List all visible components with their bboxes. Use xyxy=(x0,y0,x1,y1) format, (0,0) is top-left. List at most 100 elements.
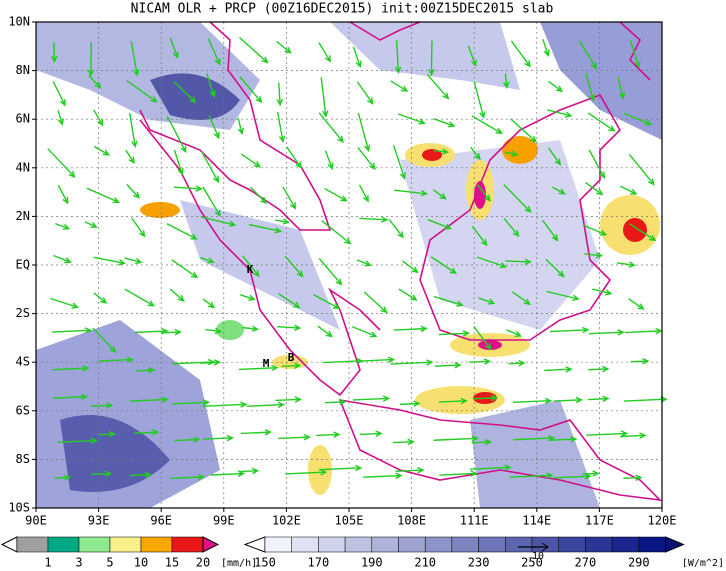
lon-label: 117E xyxy=(585,514,614,528)
wind-arrow xyxy=(509,472,554,479)
wind-arrow xyxy=(628,154,655,186)
wind-arrow xyxy=(469,358,492,365)
wind-arrow xyxy=(587,395,610,403)
wind-arrow xyxy=(402,260,419,274)
wind-arrow xyxy=(129,471,153,479)
wind-arrow xyxy=(126,184,141,199)
colorbar-label: 10 xyxy=(134,556,148,570)
wind-arrow xyxy=(278,293,301,309)
wind-arrow xyxy=(512,434,556,442)
colorbar-label: 15 xyxy=(165,556,179,570)
wind-arrow xyxy=(432,189,447,200)
wind-arrow xyxy=(241,325,260,332)
lon-label: 90E xyxy=(25,514,47,528)
colorbar-label: 210 xyxy=(414,556,436,570)
wind-arrow xyxy=(87,42,95,77)
colorbar-swatch xyxy=(109,536,142,553)
lon-label: 114E xyxy=(522,514,551,528)
wind-arrow xyxy=(325,398,347,406)
site-label: K xyxy=(247,263,254,276)
wind-arrow xyxy=(282,186,297,210)
colorbar-swatch xyxy=(344,536,373,553)
wind-arrow xyxy=(50,297,80,309)
colorbar-swatch xyxy=(611,536,640,553)
wind-arrow xyxy=(90,402,114,409)
cloud-region xyxy=(400,140,600,330)
precip-colorbar: 1 3 5 10 15 20 [mm/h] xyxy=(0,536,257,570)
wind-arrow xyxy=(93,145,111,156)
colorbar-label: 5 xyxy=(106,556,113,570)
wind-arrow xyxy=(284,255,304,278)
wind-arrow xyxy=(54,474,72,481)
wind-arrow xyxy=(395,467,425,474)
coastline xyxy=(619,21,651,81)
wind-arrow xyxy=(428,40,435,77)
wind-arrow xyxy=(52,393,89,401)
wind-arrow xyxy=(616,261,636,268)
wind-arrow xyxy=(473,326,492,351)
wind-arrow xyxy=(202,298,216,309)
wind-arrow xyxy=(512,397,553,405)
wind-arrow xyxy=(392,438,415,446)
wind-arrow xyxy=(136,367,156,374)
colorbar-end xyxy=(665,536,685,553)
wind-arrow xyxy=(398,113,426,125)
lat-label: 2N xyxy=(16,209,30,223)
wind-arrow xyxy=(438,330,471,337)
wind-arrow xyxy=(588,365,610,373)
wind-arrow xyxy=(630,358,650,365)
wind-arrow xyxy=(317,325,333,338)
wind-arrow xyxy=(505,258,532,265)
wind-arrow xyxy=(173,81,197,104)
wind-arrow xyxy=(275,396,303,403)
lat-label: 4S xyxy=(16,355,30,369)
colorbar-swatch xyxy=(371,536,399,553)
wind-arrow xyxy=(318,112,344,143)
lat-label: 4N xyxy=(16,160,30,174)
cloud-region xyxy=(470,400,600,508)
wind-arrow xyxy=(98,431,117,438)
wind-arrow xyxy=(393,325,428,333)
wind-arrow xyxy=(426,74,450,100)
wind-arrow xyxy=(206,73,216,98)
wind-arrow xyxy=(169,473,205,481)
colorbar-label: 20 xyxy=(196,556,210,570)
colorbar-swatch xyxy=(140,536,173,553)
wind-arrow xyxy=(473,81,486,119)
wind-arrow xyxy=(542,39,550,57)
wind-arrow xyxy=(84,221,98,228)
wind-arrow xyxy=(93,109,104,127)
colorbar-end xyxy=(243,536,266,553)
wind-arrow xyxy=(623,112,653,126)
wind-arrow xyxy=(586,430,629,437)
wind-arrow xyxy=(278,434,311,441)
lat-label: 10N xyxy=(8,15,30,29)
wind-arrow xyxy=(240,153,262,168)
wind-arrow xyxy=(320,77,329,118)
wind-arrow xyxy=(324,187,348,202)
wind-arrow xyxy=(587,112,616,132)
wind-arrow xyxy=(52,365,90,372)
colorbar-swatch xyxy=(291,536,319,553)
wind-arrow xyxy=(433,295,464,307)
lat-label: EQ xyxy=(16,258,30,272)
wind-arrow xyxy=(200,256,215,264)
wind-arrow xyxy=(281,362,302,369)
wind-arrow xyxy=(433,148,450,155)
colorbar-swatch xyxy=(171,536,204,553)
colorbar-swatch xyxy=(78,536,111,553)
colorbar-unit: [W/m^2] xyxy=(682,558,724,569)
wind-arrow xyxy=(276,40,292,54)
wind-arrow xyxy=(469,464,512,471)
coastline xyxy=(139,119,381,397)
coastline xyxy=(349,21,421,41)
wind-arrow xyxy=(207,38,221,66)
wind-arrow xyxy=(316,431,341,438)
wind-arrow xyxy=(358,184,369,203)
wind-arrow xyxy=(201,216,237,227)
wind-arrow xyxy=(276,82,284,107)
wind-arrow xyxy=(275,218,291,225)
wind-arrow xyxy=(238,364,279,372)
wind-arrow xyxy=(583,224,608,236)
